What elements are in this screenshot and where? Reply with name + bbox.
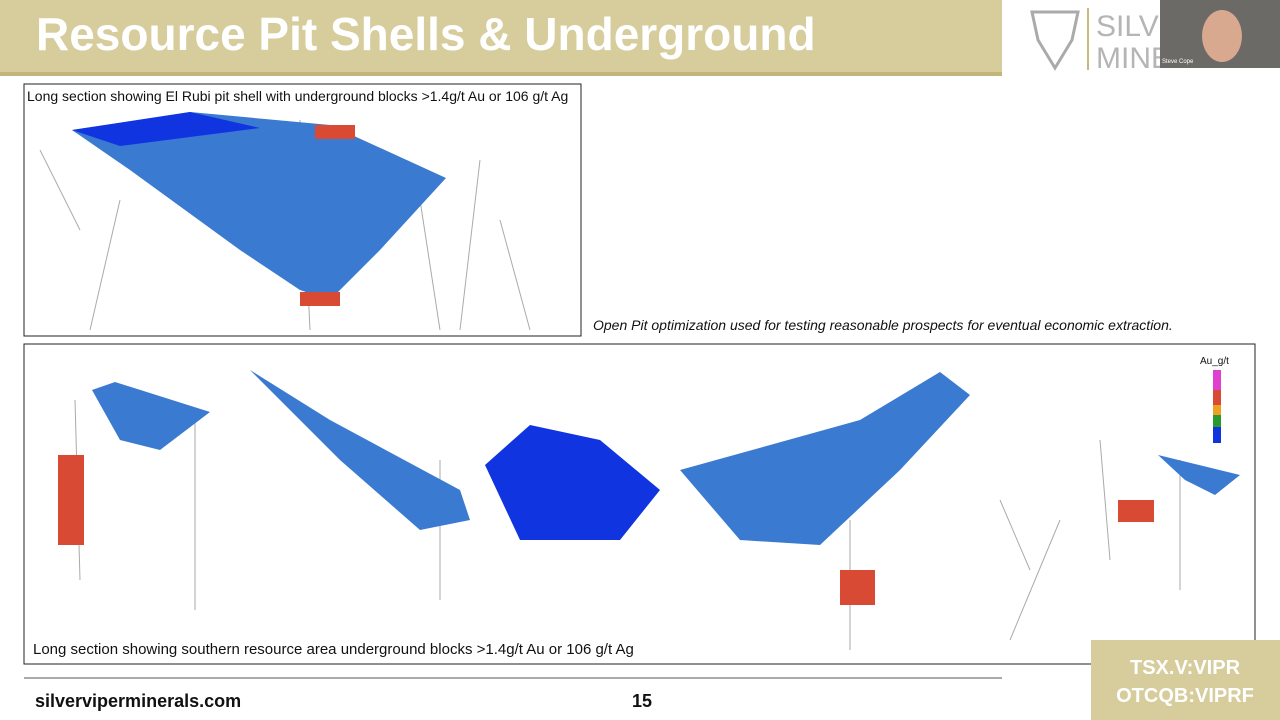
slide-title: Resource Pit Shells & Underground bbox=[36, 8, 816, 60]
pit-shell bbox=[250, 370, 470, 530]
header-band bbox=[0, 0, 1002, 75]
blocks bbox=[840, 570, 875, 605]
legend-swatch bbox=[1213, 415, 1221, 427]
panel-caption: Long section showing southern resource a… bbox=[33, 641, 634, 658]
ticker: OTCQB:VIPRF bbox=[1116, 685, 1254, 707]
video-person bbox=[1202, 10, 1242, 62]
legend-title: Au_g/t bbox=[1200, 356, 1229, 367]
footer-url: silverviperminerals.com bbox=[35, 691, 241, 711]
blocks bbox=[300, 292, 340, 306]
pit-shell bbox=[680, 372, 970, 545]
header-rule bbox=[0, 72, 1002, 76]
note: Open Pit optimization used for testing r… bbox=[593, 317, 1173, 333]
page-number: 15 bbox=[632, 691, 652, 711]
pit-shell bbox=[485, 425, 660, 540]
logo-text: MINE bbox=[1096, 42, 1171, 75]
blocks bbox=[58, 455, 84, 545]
legend-swatch bbox=[1213, 370, 1221, 390]
video-name: Steve Cope bbox=[1162, 59, 1194, 65]
legend-swatch bbox=[1213, 390, 1221, 405]
legend-swatch bbox=[1213, 427, 1221, 443]
blocks bbox=[315, 125, 355, 139]
pit-shell bbox=[1158, 455, 1240, 495]
pit-shell bbox=[92, 382, 210, 450]
pit-shell bbox=[72, 112, 446, 300]
pit-shell-top bbox=[72, 112, 260, 146]
blocks bbox=[1118, 500, 1154, 522]
logo-icon bbox=[1030, 10, 1080, 71]
ticker: TSX.V:VIPR bbox=[1130, 657, 1241, 679]
panel-caption: Long section showing El Rubi pit shell w… bbox=[27, 88, 568, 104]
legend-swatch bbox=[1213, 405, 1221, 415]
ticker-box bbox=[1091, 640, 1280, 720]
